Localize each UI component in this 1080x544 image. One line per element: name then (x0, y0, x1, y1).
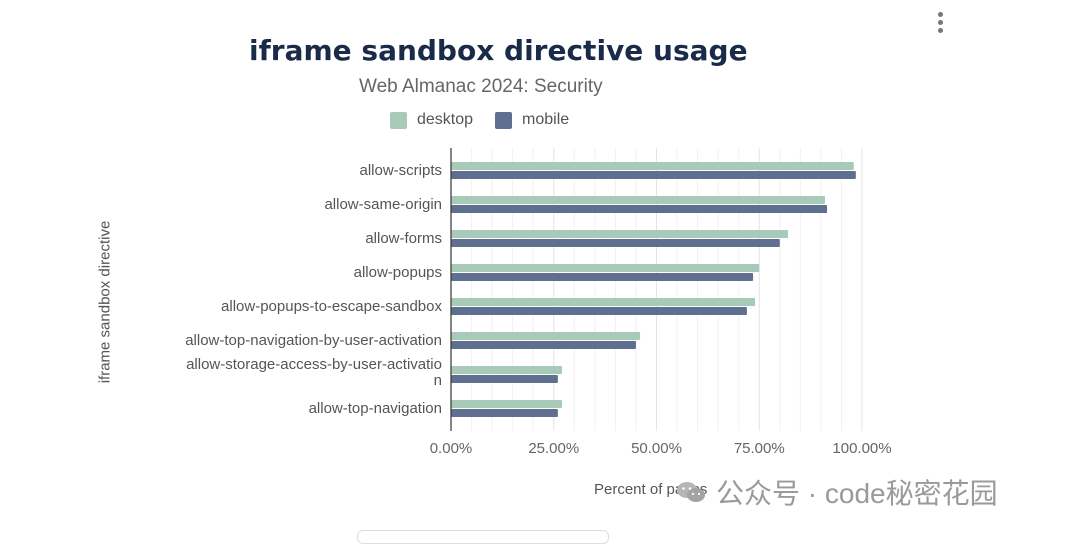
x-tick-label: 0.00% (430, 440, 473, 457)
x-tick-label: 50.00% (631, 440, 682, 457)
category-label: allow-scripts (359, 162, 442, 179)
category-label: n (434, 372, 442, 389)
bar-mobile-7 (451, 409, 558, 417)
bar-desktop-4 (451, 298, 756, 306)
watermark-text: 公众号 · code秘密花园 (716, 478, 998, 509)
category-label: allow-forms (365, 230, 442, 247)
legend-item-desktop[interactable]: desktop (390, 111, 473, 129)
bar-desktop-0 (451, 162, 854, 170)
bottom-panel-edge (357, 530, 609, 544)
bar-desktop-5 (451, 332, 641, 340)
y-axis-label: iframe sandbox directive (96, 220, 114, 384)
wechat-icon (677, 482, 705, 502)
category-label: allow-storage-access-by-user-activatio (186, 356, 442, 373)
chart-subtitle: Web Almanac 2024: Security (359, 76, 603, 97)
chart-title: iframe sandbox directive usage (249, 34, 748, 67)
chart-legend: desktop mobile (390, 111, 591, 129)
kebab-menu-icon[interactable] (930, 12, 950, 36)
bar-desktop-7 (451, 400, 562, 408)
category-label: allow-top-navigation (309, 400, 442, 417)
legend-swatch-desktop (390, 111, 407, 129)
bar-mobile-3 (451, 273, 754, 281)
bar-mobile-6 (451, 375, 558, 383)
category-label: allow-same-origin (324, 196, 442, 213)
legend-label-mobile: mobile (522, 111, 570, 128)
bar-mobile-4 (451, 307, 747, 315)
bar-desktop-1 (451, 196, 826, 204)
bar-desktop-3 (451, 264, 760, 272)
x-tick-label: 25.00% (528, 440, 579, 457)
category-label: allow-top-navigation-by-user-activation (185, 332, 442, 349)
category-label: allow-popups-to-escape-sandbox (221, 298, 442, 315)
bar-mobile-5 (451, 341, 636, 349)
legend-label-desktop: desktop (417, 111, 474, 128)
bar-mobile-1 (451, 205, 828, 213)
category-label: allow-popups (354, 264, 442, 281)
x-tick-label: 75.00% (734, 440, 785, 457)
x-tick-label: 100.00% (832, 440, 891, 457)
watermark: 公众号 · code秘密花园 (676, 472, 998, 512)
legend-item-mobile[interactable]: mobile (495, 111, 569, 129)
legend-swatch-mobile (495, 111, 513, 129)
bar-desktop-6 (451, 366, 562, 374)
bar-desktop-2 (451, 230, 789, 238)
bar-mobile-0 (451, 171, 856, 179)
bar-mobile-2 (451, 239, 780, 247)
